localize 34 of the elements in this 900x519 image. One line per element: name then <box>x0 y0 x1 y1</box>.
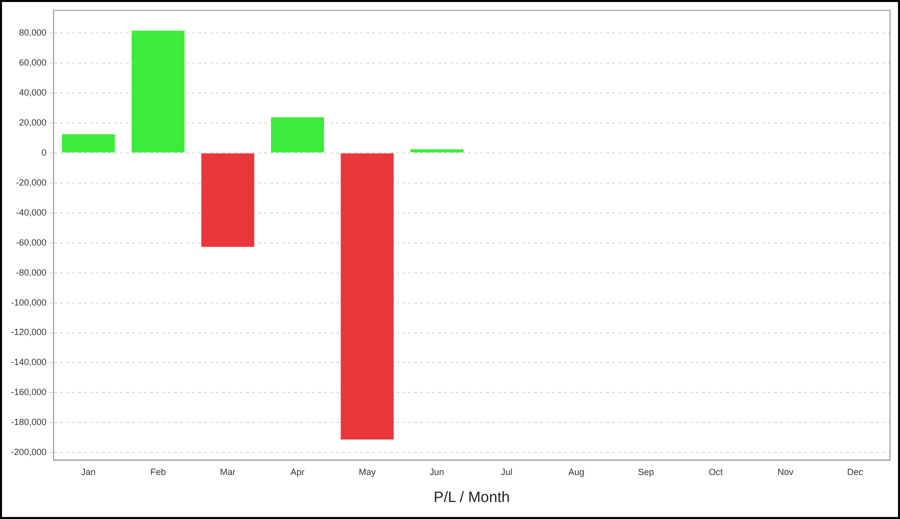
y-tick-label: 60,000 <box>19 57 47 68</box>
y-tick-label: -60,000 <box>16 237 47 248</box>
y-tick-label: -100,000 <box>11 297 47 308</box>
x-tick-label: Mar <box>220 467 236 478</box>
bar <box>62 134 115 152</box>
y-tick-label: 20,000 <box>19 117 47 128</box>
x-tick-label: Feb <box>150 467 166 478</box>
y-tick-label: -80,000 <box>16 267 47 278</box>
y-tick-label: 40,000 <box>19 87 47 98</box>
x-tick-label: Sep <box>638 467 654 478</box>
y-tick-label: 80,000 <box>19 27 47 38</box>
y-tick-label: -200,000 <box>11 447 47 458</box>
x-tick-label: May <box>358 467 376 478</box>
x-tick-label: Jul <box>500 467 512 478</box>
y-tick-label: -40,000 <box>16 207 47 218</box>
y-tick-label: -120,000 <box>11 327 47 338</box>
y-tick-label: -20,000 <box>16 177 47 188</box>
x-tick-label: Dec <box>847 467 864 478</box>
x-axis-title: P/L / Month <box>434 489 510 506</box>
bar <box>201 153 254 247</box>
x-tick-label: Jun <box>430 467 444 478</box>
y-tick-label: 0 <box>42 147 47 158</box>
bar <box>271 117 324 152</box>
x-tick-label: Apr <box>290 467 305 478</box>
x-tick-label: Jan <box>81 467 96 478</box>
x-tick-label: Nov <box>777 467 794 478</box>
y-tick-label: -160,000 <box>11 387 47 398</box>
x-tick-label: Aug <box>568 467 584 478</box>
bar <box>132 30 185 152</box>
y-tick-label: -140,000 <box>11 357 47 368</box>
x-tick-label: Oct <box>708 467 724 478</box>
bar <box>340 153 394 440</box>
y-tick-label: -180,000 <box>11 417 47 428</box>
bar <box>410 149 464 152</box>
